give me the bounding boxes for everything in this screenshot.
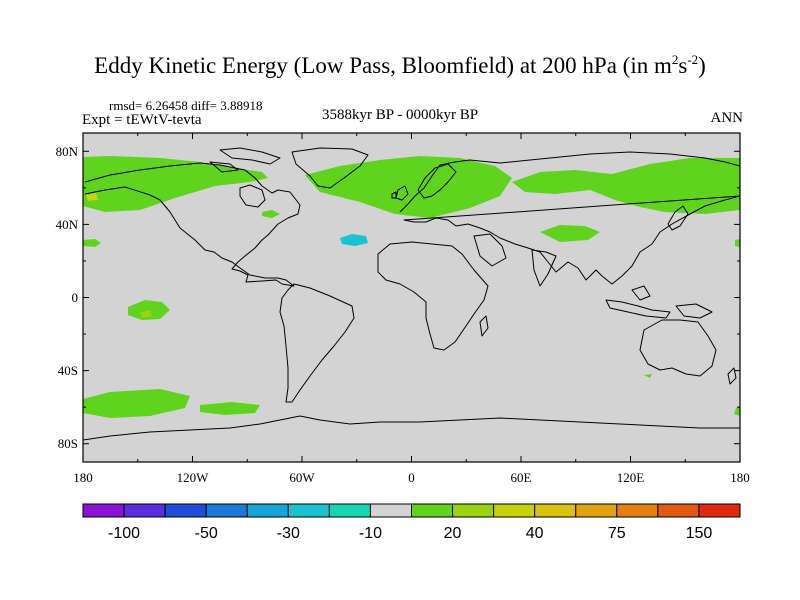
season-label: ANN [710, 110, 744, 126]
coast-hudson-bay [239, 184, 266, 208]
colorbar-label: 75 [608, 525, 626, 542]
coast-greenland [291, 147, 369, 189]
time-period-label: 3588kyr BP - 0000kyr BP [322, 107, 479, 123]
anomaly-patch-strong-1 [140, 310, 152, 318]
colorbar: -100 -50 -30 -10 20 40 75 150 [82, 503, 741, 542]
colorbar-label: -10 [359, 525, 382, 542]
colorbar-swatch [164, 503, 207, 518]
anomaly-patch-south-pacific-subtropics [128, 300, 170, 320]
lat-label: 40S [58, 363, 78, 378]
anomaly-patch-hudson [262, 210, 280, 218]
colorbar-swatch [534, 503, 577, 518]
colorbar-label: 20 [444, 525, 462, 542]
coast-africa [377, 241, 489, 351]
lat-label: 80N [56, 144, 79, 159]
anomaly-patch-west-pacific-40n [83, 239, 101, 247]
coast-new-guinea [675, 303, 713, 319]
coastlines [83, 147, 740, 441]
colorbar-swatch [657, 503, 700, 518]
anomaly-patch-strong-2 [86, 193, 98, 201]
coast-antarctica [83, 415, 740, 441]
lat-label: 80S [58, 436, 78, 451]
coast-australia [639, 319, 717, 377]
lon-label: 180 [73, 470, 93, 485]
anomaly-patch-negative-atlantic [340, 234, 368, 246]
coast-british-isles [391, 185, 409, 201]
coast-new-zealand [727, 367, 737, 385]
map-axes: 80N 40N 0 40S 80S 180 120W 60W 0 60E 120E 180 [56, 133, 750, 485]
lon-label: 120W [177, 470, 210, 485]
colorbar-swatch [411, 503, 454, 518]
lat-label: 0 [72, 290, 79, 305]
anomaly-patch-southern-ocean-2 [200, 402, 260, 415]
coast-north-america [84, 162, 301, 287]
lon-label: 60E [511, 470, 532, 485]
anomaly-band-north-pacific-west [83, 156, 268, 212]
plot-title: Eddy Kinetic Energy (Low Pass, Bloomfiel… [94, 52, 706, 78]
colorbar-swatch [616, 503, 659, 518]
coast-arabia [473, 233, 507, 267]
colorbar-swatch [452, 503, 495, 518]
coast-india [531, 249, 557, 287]
colorbar-swatch [246, 503, 289, 518]
anomaly-field [83, 156, 740, 418]
colorbar-swatch [82, 503, 125, 518]
lon-label: 180 [730, 470, 750, 485]
lon-label: 0 [408, 470, 415, 485]
lon-label: 60W [289, 470, 315, 485]
colorbar-label: -50 [195, 525, 218, 542]
coast-scandinavia [417, 163, 457, 199]
lon-label: 120E [617, 470, 645, 485]
colorbar-label: -100 [108, 525, 140, 542]
colorbar-swatch [123, 503, 166, 518]
anomaly-patch-australia-south [644, 374, 652, 378]
colorbar-swatch [287, 503, 330, 518]
colorbar-label: -30 [277, 525, 300, 542]
colorbar-swatch [205, 503, 248, 518]
experiment-label: Expt = tEWtV-tevta [82, 112, 202, 128]
rmsd-diff-stats: rmsd= 6.26458 diff= 3.88918 [109, 98, 263, 113]
lat-label: 40N [56, 217, 79, 232]
colorbar-swatch [493, 503, 536, 518]
coast-arctic-islands [209, 147, 281, 173]
anomaly-patch-east-asia [540, 225, 600, 242]
anomaly-patch-southern-ocean-east [734, 407, 740, 416]
colorbar-swatch [328, 503, 371, 518]
coast-indonesia [605, 285, 671, 319]
coast-south-america [279, 283, 355, 403]
anomaly-patch-east-pacific-40n [735, 239, 740, 247]
anomaly-band-north-atlantic [305, 156, 512, 218]
colorbar-label: 40 [526, 525, 544, 542]
coast-japan [667, 205, 689, 231]
colorbar-swatch [369, 503, 412, 518]
colorbar-label: 150 [686, 525, 713, 542]
colorbar-swatch [575, 503, 618, 518]
colorbar-swatch [698, 503, 741, 518]
anomaly-patch-southern-ocean [83, 389, 190, 418]
coast-eurasia [399, 151, 740, 285]
coast-madagascar [479, 315, 489, 337]
